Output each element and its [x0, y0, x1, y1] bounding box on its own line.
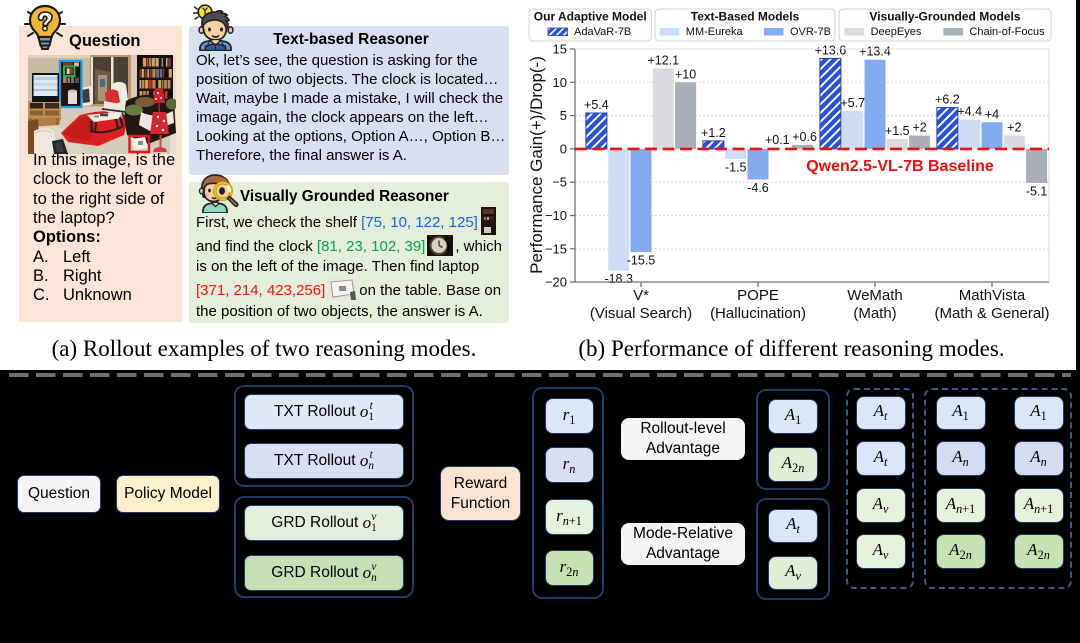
svg-text:−5: −5 — [552, 175, 567, 190]
svg-text:5: 5 — [560, 108, 567, 123]
svg-text:V*: V* — [633, 287, 649, 304]
svg-text:WeMath: WeMath — [847, 287, 903, 304]
svg-text:Our Adaptive Model: Our Adaptive Model — [534, 10, 647, 24]
svg-text:Chain-of-Focus: Chain-of-Focus — [969, 26, 1045, 38]
svg-text:+1.2: +1.2 — [701, 126, 726, 140]
svg-text:+5.4: +5.4 — [584, 98, 609, 112]
svg-text:+4.4: +4.4 — [957, 105, 982, 119]
svg-text:(Hallucination): (Hallucination) — [710, 305, 806, 322]
svg-text:(Visual Search): (Visual Search) — [590, 305, 692, 322]
svg-text:−10: −10 — [545, 208, 567, 223]
svg-text:(Math & General): (Math & General) — [934, 305, 1049, 322]
svg-text:Performance Gain(+)/Drop(-): Performance Gain(+)/Drop(-) — [527, 56, 546, 274]
svg-text:−15: −15 — [545, 241, 567, 256]
svg-text:DeepEyes: DeepEyes — [871, 26, 922, 38]
svg-text:MathVista: MathVista — [959, 287, 1026, 304]
svg-text:+0.6: +0.6 — [792, 130, 817, 144]
svg-text:MM-Eureka: MM-Eureka — [686, 26, 744, 38]
svg-text:Visually-Grounded Models: Visually-Grounded Models — [869, 10, 1020, 24]
svg-text:-15.5: -15.5 — [627, 254, 656, 268]
svg-text:+13.6: +13.6 — [815, 43, 847, 57]
svg-text:0: 0 — [560, 141, 567, 156]
svg-text:OVR-7B: OVR-7B — [790, 26, 831, 38]
svg-text:Qwen2.5-VL-7B Baseline: Qwen2.5-VL-7B Baseline — [806, 158, 994, 175]
svg-text:−20: −20 — [545, 275, 567, 290]
svg-text:(Math): (Math) — [853, 305, 896, 322]
svg-text:+4: +4 — [985, 107, 999, 121]
svg-text:AdaVaR-7B: AdaVaR-7B — [574, 26, 631, 38]
svg-text:+2: +2 — [1007, 121, 1021, 135]
svg-text:+6.2: +6.2 — [935, 93, 960, 107]
svg-text:+1.5: +1.5 — [885, 124, 910, 138]
svg-text:-5.1: -5.1 — [1026, 184, 1048, 198]
svg-text:+2: +2 — [912, 121, 926, 135]
svg-text:+5.7: +5.7 — [840, 96, 865, 110]
svg-text:POPE: POPE — [737, 287, 779, 304]
svg-text:+12.1: +12.1 — [647, 53, 679, 67]
svg-text:-4.6: -4.6 — [747, 181, 769, 195]
svg-text:Text-Based Models: Text-Based Models — [691, 10, 800, 24]
svg-text:+10: +10 — [675, 67, 696, 81]
svg-text:-1.5: -1.5 — [725, 160, 747, 174]
svg-text:+0.1: +0.1 — [765, 133, 790, 147]
svg-text:15: 15 — [553, 42, 567, 57]
svg-text:+13.4: +13.4 — [859, 45, 891, 59]
svg-text:-18.3: -18.3 — [604, 272, 633, 286]
svg-text:10: 10 — [553, 75, 567, 90]
